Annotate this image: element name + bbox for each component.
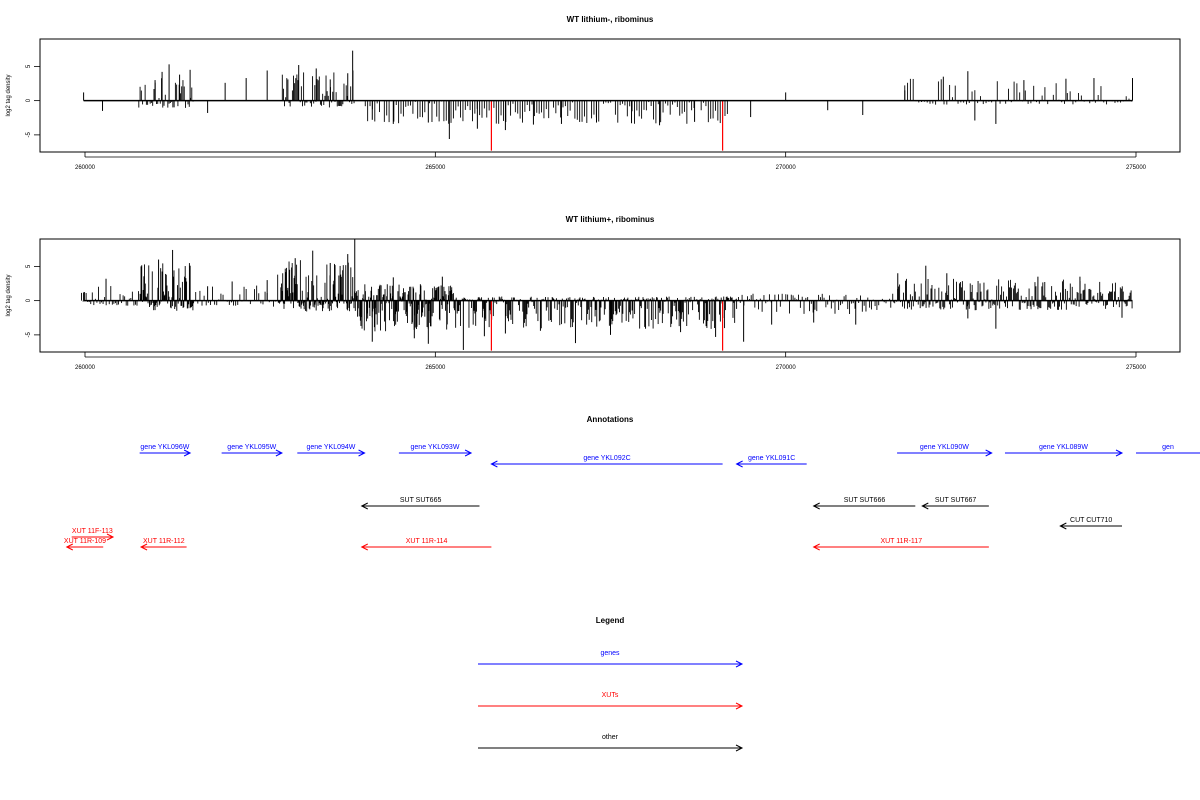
feature-label: XUT 11R-112: [143, 538, 185, 545]
feature-arrowhead: [183, 449, 192, 457]
annotation-feature: XUT 11F-113: [71, 528, 115, 541]
feature-label: gene YKL092C: [583, 455, 630, 462]
y-tick-label: 0: [26, 298, 32, 302]
feature-arrowhead: [106, 533, 115, 541]
feature-label: gene YKL091C: [748, 455, 795, 462]
annotation-feature: gene YKL092C: [490, 455, 723, 468]
x-tick-label: 265000: [425, 365, 446, 371]
feature-arrowhead: [358, 449, 366, 457]
feature-label: XUT 11F-113: [72, 528, 113, 535]
annotation-feature: gene YKL093W: [398, 444, 473, 457]
annotation-feature: gen: [1136, 444, 1200, 454]
feature-label: gene YKL090W: [920, 444, 969, 451]
feature-label: XUT 11R-117: [880, 538, 922, 545]
plot-frame: [39, 38, 1181, 153]
feature-label: XUT 11R-114: [406, 538, 448, 545]
feature-arrowhead: [65, 543, 74, 551]
feature-arrowhead: [812, 543, 820, 551]
feature-arrowhead: [735, 660, 744, 668]
annotation-feature: gene YKL090W: [897, 444, 993, 457]
y-tick-label: 0: [26, 98, 32, 102]
annotation-track: Annotations gene YKL096W gene YKL095W gene…: [64, 415, 1200, 551]
feature-arrowhead: [275, 449, 284, 457]
annotation-feature: gene YKL095W: [221, 444, 284, 457]
feature-arrowhead: [1059, 522, 1067, 530]
feature-arrowhead: [921, 502, 929, 510]
feature-label: CUT CUT710: [1070, 517, 1112, 524]
plot-frame: [39, 238, 1181, 353]
coverage-panel-lithium-plus: WT lithium+, ribominus log2 tag density -5…: [6, 215, 1181, 371]
chart-title: WT lithium+, ribominus: [566, 215, 655, 224]
y-tick-label: -5: [26, 132, 32, 138]
y-tick-label: 5: [26, 264, 32, 268]
y-axis-label: log2 tag density: [6, 274, 12, 316]
y-tick-label: 5: [26, 64, 32, 68]
annotation-feature: CUT CUT710: [1059, 517, 1122, 530]
x-tick-label: 265000: [425, 165, 446, 171]
legend-item: XUTs: [478, 692, 744, 710]
feature-arrowhead: [1115, 449, 1124, 457]
feature-arrowhead: [360, 543, 368, 551]
x-tick-label: 275000: [1126, 365, 1147, 371]
annotation-feature: gene YKL094W: [297, 444, 366, 457]
legend-item-label: XUTs: [602, 692, 619, 699]
feature-arrowhead: [735, 460, 743, 468]
y-tick-label: -5: [26, 332, 32, 338]
x-tick-label: 260000: [75, 365, 96, 371]
feature-label: gene YKL095W: [227, 444, 276, 451]
feature-arrowhead: [735, 744, 744, 752]
feature-label: SUT SUT666: [844, 497, 886, 504]
annotation-feature: XUT 11R-109: [64, 538, 106, 551]
annotation-feature: XUT 11R-114: [360, 538, 492, 551]
feature-label: gene YKL094W: [306, 444, 355, 451]
annotation-feature: gene YKL089W: [1004, 444, 1124, 457]
legend-item: other: [478, 734, 744, 752]
feature-arrowhead: [490, 460, 498, 468]
legend-title: Legend: [596, 616, 625, 625]
feature-arrowhead: [735, 702, 744, 710]
legend-item-label: genes: [600, 650, 620, 657]
annotation-feature: SUT SUT665: [360, 497, 480, 510]
feature-label: gene YKL093W: [411, 444, 460, 451]
feature-arrowhead: [139, 543, 148, 551]
legend: Legend genes XUTs other: [478, 616, 744, 752]
annotation-feature: gene YKL096W: [139, 444, 192, 457]
annotation-feature: SUT SUT666: [812, 497, 916, 510]
x-tick-label: 270000: [776, 365, 797, 371]
feature-label: gene YKL089W: [1039, 444, 1088, 451]
annotation-feature: XUT 11R-117: [812, 538, 989, 551]
feature-arrowhead: [360, 502, 368, 510]
coverage-panel-lithium-minus: WT lithium-, ribominus log2 tag density -5…: [6, 15, 1181, 171]
feature-label: gene YKL096W: [140, 444, 189, 451]
annotation-feature: gene YKL091C: [735, 455, 807, 468]
annotation-feature: XUT 11R-112: [139, 538, 187, 551]
feature-label: SUT SUT667: [935, 497, 977, 504]
feature-label: gen: [1162, 444, 1174, 451]
feature-arrowhead: [985, 449, 993, 457]
x-tick-label: 275000: [1126, 165, 1147, 171]
feature-label: SUT SUT665: [400, 497, 442, 504]
annotations-title: Annotations: [587, 415, 634, 424]
y-axis-label: log2 tag density: [6, 74, 12, 116]
feature-label: XUT 11R-109: [64, 538, 106, 545]
chart-title: WT lithium-, ribominus: [567, 15, 654, 24]
annotation-feature: SUT SUT667: [921, 497, 989, 510]
legend-item: genes: [478, 650, 744, 668]
feature-arrowhead: [812, 502, 820, 510]
legend-item-label: other: [602, 734, 619, 741]
x-tick-label: 260000: [75, 165, 96, 171]
feature-arrowhead: [464, 449, 473, 457]
x-tick-label: 270000: [776, 165, 797, 171]
